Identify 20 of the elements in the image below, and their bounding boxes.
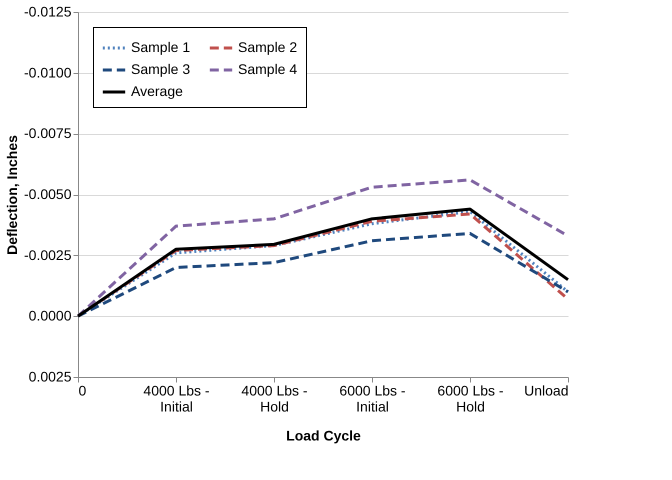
legend-label: Sample 3 xyxy=(131,61,190,77)
x-tick-label: 6000 Lbs - Hold xyxy=(437,382,504,414)
legend-label: Sample 1 xyxy=(131,39,190,55)
legend-label: Sample 4 xyxy=(238,61,298,77)
y-tick-label: -0.0075 xyxy=(24,125,72,142)
x-tick-label: 6000 Lbs - Initial xyxy=(339,382,406,414)
x-axis-title: Load Cycle xyxy=(286,428,362,444)
y-axis-title: Deflection, Inches xyxy=(4,134,20,255)
y-tick-label: -0.0125 xyxy=(24,4,72,20)
x-tick-label: Unload xyxy=(524,382,568,398)
y-tick-label: -0.0100 xyxy=(24,64,72,80)
y-tick-label: 0.0025 xyxy=(28,368,72,384)
x-tick-label: 4000 Lbs - Initial xyxy=(143,382,210,414)
legend-label: Sample 2 xyxy=(238,39,298,55)
y-tick-label: -0.0025 xyxy=(24,246,72,263)
x-tick-label: 4000 Lbs - Hold xyxy=(241,382,308,414)
y-tick-label: -0.0050 xyxy=(24,186,72,202)
legend-label: Average xyxy=(131,83,184,99)
x-tick-label: 0 xyxy=(78,382,86,398)
y-tick-label: 0.0000 xyxy=(28,308,72,324)
